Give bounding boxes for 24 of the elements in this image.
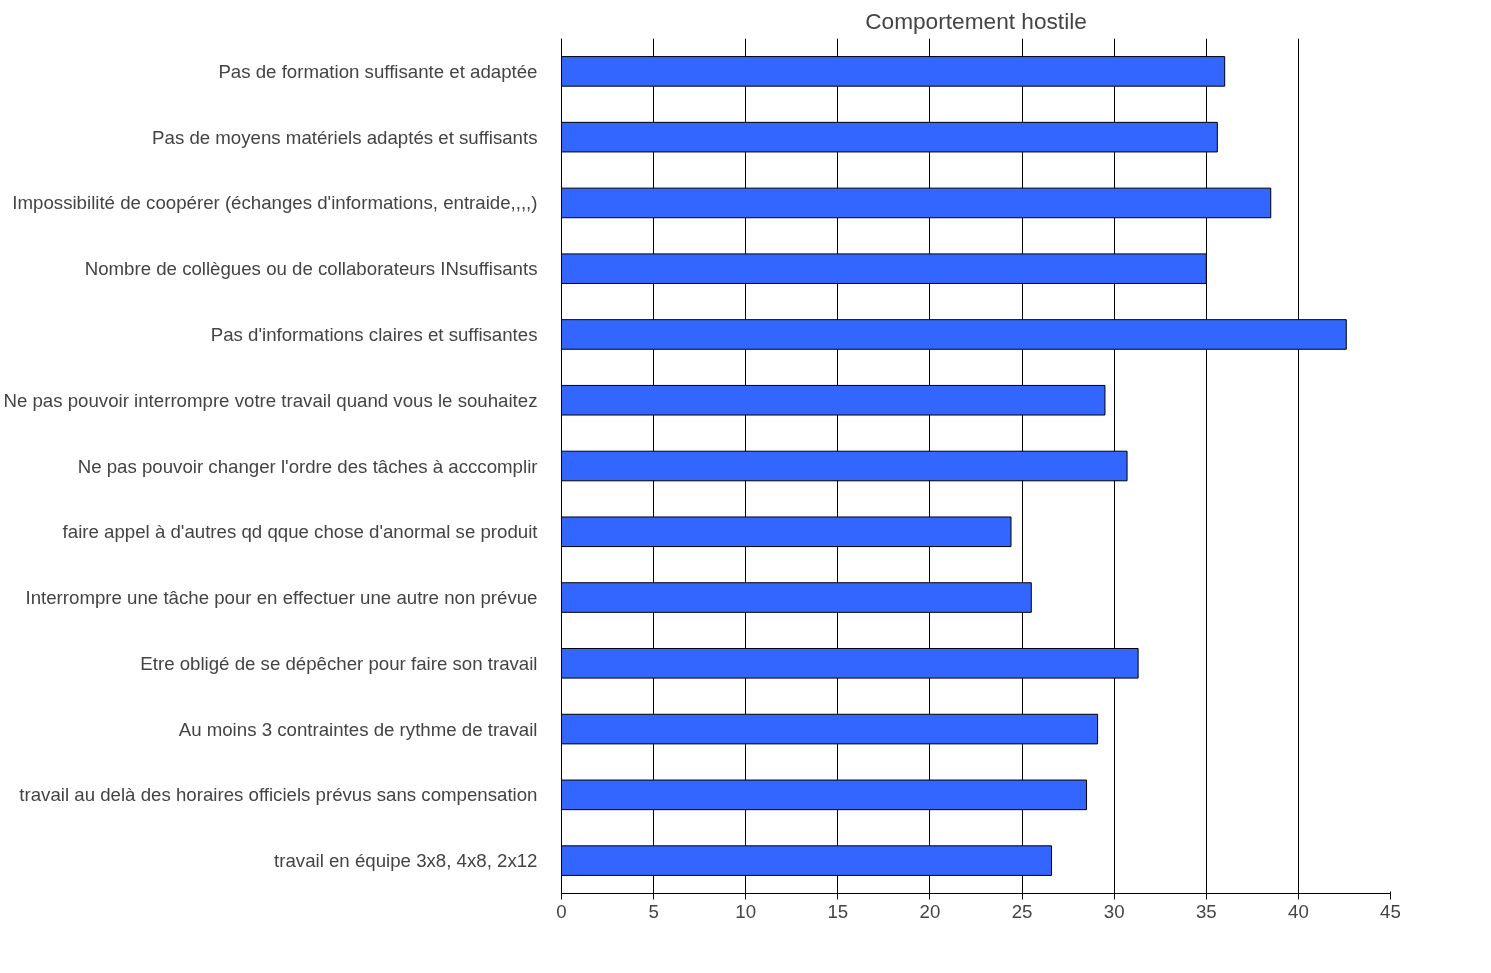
y-tick-label: Ne pas pouvoir interrompre votre travail quand vous le souhaitez bbox=[3, 389, 538, 411]
x-tick-label: 10 bbox=[735, 900, 757, 922]
y-tick-label: faire appel à d'autres qd qque chose d'anormal se produit bbox=[62, 521, 539, 543]
y-tick-label: travail au delà des horaires officiels prévus sans compensation bbox=[19, 784, 538, 806]
y-tick-label: Interrompre une tâche pour en effectuer une autre non prévue bbox=[25, 587, 538, 609]
y-tick-label: Au moins 3 contraintes de rythme de travail bbox=[178, 718, 538, 740]
x-tick-label: 0 bbox=[556, 900, 567, 922]
y-tick-label: Impossibilité de coopérer (échanges d'informations, entraide,,,,) bbox=[12, 192, 538, 214]
y-tick-label: Pas de formation suffisante et adaptée bbox=[218, 60, 538, 82]
x-tick-label: 25 bbox=[1011, 900, 1033, 922]
y-tick-label: travail en équipe 3x8, 4x8, 2x12 bbox=[274, 850, 538, 872]
x-tick-label: 15 bbox=[827, 900, 849, 922]
y-tick-label: Pas d'informations claires et suffisantes bbox=[210, 323, 538, 345]
x-tick-label: 35 bbox=[1195, 900, 1217, 922]
x-tick-label: 45 bbox=[1380, 900, 1401, 922]
x-tick-label: 20 bbox=[919, 900, 941, 922]
x-tick-label: 5 bbox=[648, 900, 659, 922]
chart-title: Comportement hostile bbox=[865, 7, 1087, 34]
y-tick-label: Ne pas pouvoir changer l'ordre des tâches à acccomplir bbox=[77, 455, 538, 477]
x-tick-label: 30 bbox=[1103, 900, 1125, 922]
y-tick-label: Nombre de collègues ou de collaborateurs INsuffisants bbox=[84, 258, 538, 280]
y-tick-label: Pas de moyens matériels adaptés et suffisants bbox=[152, 126, 538, 148]
x-tick-label: 40 bbox=[1288, 900, 1309, 922]
y-tick-label: Etre obligé de se dépêcher pour faire son travail bbox=[140, 652, 538, 674]
